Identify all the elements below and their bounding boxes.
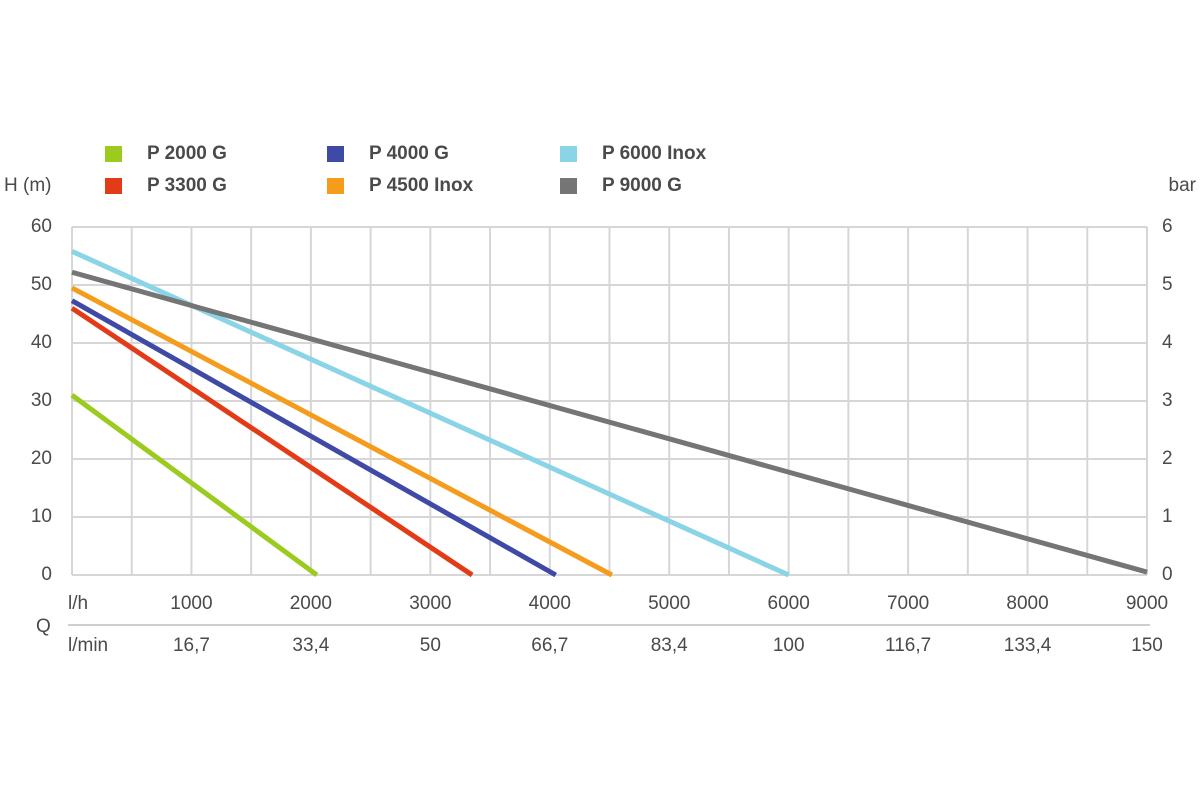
x2-tick-label: 66,7 — [531, 635, 568, 656]
x2-axis-label: l/min — [68, 635, 108, 656]
series-line — [70, 298, 557, 578]
legend-swatch — [105, 178, 122, 194]
x2-tick-label: 16,7 — [173, 635, 210, 656]
y2-tick-label: 6 — [1162, 216, 1173, 237]
x-tick-label: 5000 — [648, 593, 690, 614]
y-tick-label: 0 — [41, 564, 52, 585]
x2-tick-label: 116,7 — [885, 635, 931, 656]
legend-label: P 9000 G — [602, 175, 682, 196]
x2-tick-label: 100 — [773, 635, 805, 656]
series-line — [70, 306, 474, 578]
series-line — [71, 269, 1148, 575]
q-label: Q — [36, 616, 51, 637]
x-tick-label: 3000 — [409, 593, 451, 614]
legend-label: P 2000 G — [147, 143, 227, 164]
x-tick-label: 8000 — [1006, 593, 1048, 614]
legend-swatch — [560, 178, 577, 194]
x-tick-label: 1000 — [170, 593, 212, 614]
x-axis-label: l/h — [68, 593, 88, 614]
legend-swatch — [327, 146, 344, 162]
y-tick-label: 20 — [31, 448, 52, 469]
x2-tick-label: 133,4 — [1004, 635, 1052, 656]
y-tick-label: 10 — [31, 506, 52, 527]
y2-tick-label: 4 — [1162, 332, 1173, 353]
y-tick-label: 50 — [31, 274, 52, 295]
y-tick-label: 30 — [31, 390, 52, 411]
legend-label: P 4000 G — [369, 143, 449, 164]
y-tick-label: 40 — [31, 332, 52, 353]
y2-tick-label: 5 — [1162, 274, 1173, 295]
y2-axis-label: bar — [1169, 175, 1197, 196]
legend-label: P 3300 G — [147, 175, 227, 196]
y2-tick-label: 3 — [1162, 390, 1173, 411]
x-tick-label: 7000 — [887, 593, 929, 614]
series-line — [70, 285, 614, 578]
x-tick-label: 6000 — [768, 593, 810, 614]
y2-tick-label: 0 — [1162, 564, 1173, 585]
legend-swatch — [560, 146, 577, 162]
x-tick-label: 2000 — [290, 593, 332, 614]
legend-swatch — [327, 178, 344, 194]
legend-swatch — [105, 146, 122, 162]
x-tick-label: 4000 — [529, 593, 571, 614]
legend-label: P 6000 Inox — [602, 143, 707, 164]
y2-tick-label: 1 — [1162, 506, 1173, 527]
series-line — [70, 393, 319, 578]
y-axis-label: H (m) — [4, 175, 51, 196]
legend-label: P 4500 Inox — [369, 175, 474, 196]
x-tick-label: 9000 — [1126, 593, 1168, 614]
x2-tick-label: 83,4 — [651, 635, 688, 656]
x2-tick-label: 150 — [1131, 635, 1163, 656]
y2-tick-label: 2 — [1162, 448, 1173, 469]
y-tick-label: 60 — [31, 216, 52, 237]
x2-tick-label: 33,4 — [292, 635, 329, 656]
x2-tick-label: 50 — [420, 635, 441, 656]
